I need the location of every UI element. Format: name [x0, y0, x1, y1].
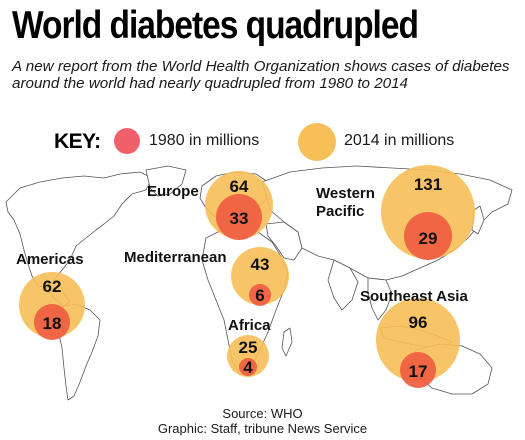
- southeast-asia-1980-bubble: [400, 352, 436, 388]
- north-america-shape: [5, 171, 153, 289]
- legend-1980-swatch: [114, 128, 140, 154]
- legend: KEY: 1980 in millions 2014 in millions: [12, 123, 517, 161]
- europe-1980-value: 33: [230, 209, 249, 228]
- mediterranean-1980-value: 6: [255, 286, 264, 305]
- europe-label: Europe: [147, 183, 199, 200]
- world-map-svg: Europe 64 33 Western Pacific 131 29 Amer…: [5, 165, 513, 401]
- region-africa: Africa 25 4: [227, 317, 271, 377]
- americas-1980-bubble: [34, 304, 70, 340]
- western-pacific-1980-value: 29: [419, 229, 438, 248]
- region-southeast-asia: Southeast Asia 96 17: [360, 288, 468, 388]
- mediterranean-label: Mediterranean: [124, 249, 227, 266]
- se-asia-peninsula-shape: [367, 277, 393, 321]
- africa-label: Africa: [228, 317, 271, 334]
- mediterranean-1980-bubble: [249, 284, 271, 306]
- mediterranean-2014-bubble: [231, 247, 289, 305]
- africa-1980-bubble: [239, 358, 257, 376]
- western-pacific-label: Western Pacific: [316, 185, 379, 220]
- source-line: Source: WHO: [222, 406, 303, 421]
- credits: Source: WHO Graphic: Staff, tribune News…: [0, 406, 525, 436]
- region-europe: Europe 64 33: [147, 171, 273, 240]
- western-pacific-label-line1: Western: [316, 185, 375, 202]
- western-pacific-label-line2: Pacific: [316, 203, 364, 220]
- southeast-asia-2014-bubble: [376, 298, 460, 382]
- india-shape: [327, 259, 359, 311]
- western-pacific-1980-bubble: [404, 212, 452, 260]
- legend-title: KEY:: [54, 130, 101, 153]
- africa-2014-value: 25: [239, 338, 258, 357]
- region-americas: Americas 62 18: [16, 251, 85, 340]
- graphic-credit-line: Graphic: Staff, tribune News Service: [157, 421, 368, 436]
- southeast-asia-1980-value: 17: [409, 362, 428, 381]
- africa-2014-bubble: [227, 335, 269, 377]
- world-map: Europe 64 33 Western Pacific 131 29 Amer…: [0, 160, 525, 408]
- page-title: World diabetes quadrupled: [12, 4, 419, 47]
- region-western-pacific: Western Pacific 131 29: [316, 165, 475, 260]
- madagascar-shape: [281, 327, 293, 357]
- europe-1980-bubble: [216, 194, 262, 240]
- mediterranean-2014-value: 43: [251, 255, 270, 274]
- legend-2014-swatch: [298, 123, 336, 161]
- americas-2014-value: 62: [43, 277, 62, 296]
- africa-1980-value: 4: [243, 358, 253, 377]
- greenland-shape: [145, 165, 187, 197]
- legend-2014-label: 2014 in millions: [344, 132, 455, 149]
- legend-1980-label: 1980 in millions: [149, 132, 260, 149]
- western-pacific-2014-value: 131: [414, 175, 442, 194]
- southeast-asia-2014-value: 96: [409, 313, 428, 332]
- subtitle: A new report from the World Health Organ…: [12, 58, 510, 92]
- americas-1980-value: 18: [43, 314, 62, 333]
- region-mediterranean: Mediterranean 43 6: [124, 247, 289, 306]
- americas-label: Americas: [16, 251, 84, 268]
- southeast-asia-label: Southeast Asia: [360, 288, 468, 305]
- europe-2014-value: 64: [230, 177, 249, 196]
